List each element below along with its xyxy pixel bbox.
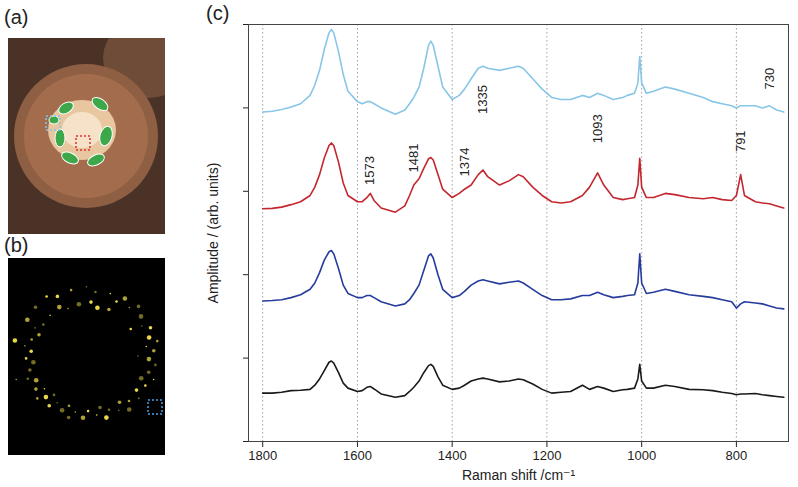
svg-text:1600: 1600: [343, 448, 372, 463]
svg-text:1573: 1573: [362, 156, 377, 185]
svg-text:730: 730: [762, 68, 777, 90]
svg-text:791: 791: [733, 130, 748, 152]
svg-text:Amplitude / (arb. units): Amplitude / (arb. units): [205, 163, 221, 304]
svg-text:1800: 1800: [248, 448, 277, 463]
svg-text:1481: 1481: [406, 143, 421, 172]
svg-text:1374: 1374: [457, 148, 472, 177]
html-text:(b): (b): [4, 234, 29, 256]
svg-text:1200: 1200: [532, 448, 561, 463]
svg-text:800: 800: [726, 448, 748, 463]
svg-text:1335: 1335: [475, 85, 490, 114]
svg-text:Raman shift /cm⁻¹: Raman shift /cm⁻¹: [462, 467, 576, 483]
html-text:(c): (c): [206, 2, 230, 24]
svg-text:1093: 1093: [590, 114, 605, 143]
svg-text:1400: 1400: [438, 448, 467, 463]
svg-text:1000: 1000: [627, 448, 656, 463]
html-text:(a): (a): [4, 6, 29, 28]
